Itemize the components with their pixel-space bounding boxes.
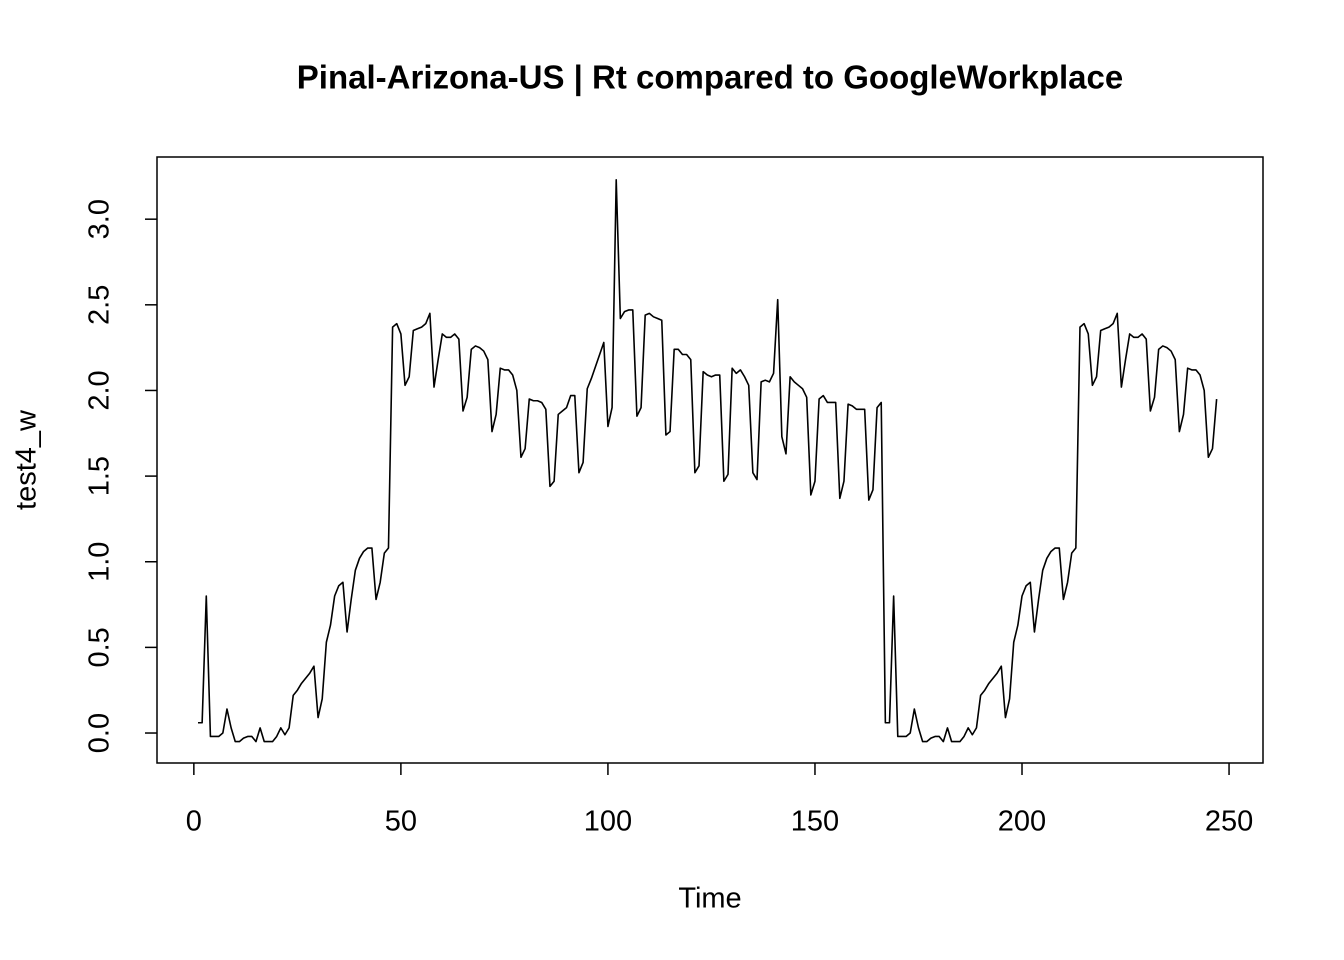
x-tick-label: 150 [791, 806, 839, 838]
y-tick-label: 1.5 [84, 456, 116, 496]
y-tick-label: 0.5 [84, 627, 116, 667]
x-tick-label: 100 [584, 806, 632, 838]
x-tick-label: 0 [186, 806, 202, 838]
y-tick-label: 0.0 [84, 713, 116, 753]
y-axis-label: test4_w [11, 409, 43, 510]
y-tick-label: 3.0 [84, 199, 116, 239]
y-tick-label: 1.0 [84, 542, 116, 582]
x-tick-label: 200 [998, 806, 1046, 838]
x-tick-label: 50 [385, 806, 417, 838]
y-tick-label: 2.5 [84, 285, 116, 325]
data-line [197, 178, 1218, 743]
chart-title: Pinal-Arizona-US | Rt compared to Google… [297, 59, 1123, 96]
plot-frame [156, 156, 1264, 764]
x-tick-label: 250 [1205, 806, 1253, 838]
y-tick-label: 2.0 [84, 370, 116, 410]
x-axis-label: Time [678, 883, 741, 915]
